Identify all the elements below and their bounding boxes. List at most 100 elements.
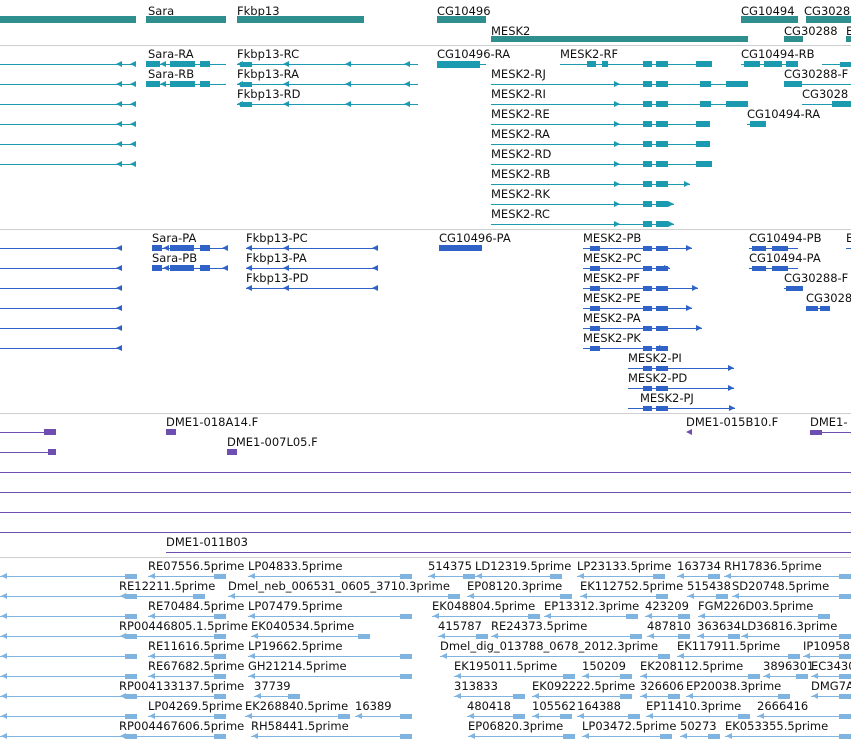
- exon-block[interactable]: [227, 449, 237, 455]
- feature-label[interactable]: RE07556.5prime: [148, 559, 245, 573]
- feature-label[interactable]: EP20038.3prime: [686, 679, 782, 693]
- feature-line[interactable]: [724, 576, 851, 577]
- exon-block[interactable]: [590, 246, 600, 251]
- feature-label[interactable]: FGM226D03.5prime: [698, 599, 814, 613]
- feature-line[interactable]: [757, 716, 851, 717]
- feature-label[interactable]: 515438: [687, 579, 731, 593]
- feature-line[interactable]: [246, 288, 378, 289]
- exon-block[interactable]: [839, 714, 851, 719]
- feature-line[interactable]: [248, 656, 412, 657]
- feature-line[interactable]: [148, 716, 226, 717]
- exon-block[interactable]: [125, 674, 137, 679]
- feature-label[interactable]: MESK2-PJ: [640, 391, 694, 405]
- exon-block[interactable]: [643, 161, 652, 167]
- exon-block[interactable]: [750, 121, 766, 127]
- exon-block[interactable]: [528, 614, 540, 619]
- exon-block[interactable]: [786, 286, 803, 291]
- feature-line[interactable]: [583, 248, 692, 249]
- exon-block[interactable]: [696, 61, 712, 67]
- exon-block[interactable]: [240, 62, 252, 67]
- feature-label[interactable]: CG10496-RA: [437, 47, 511, 61]
- feature-line[interactable]: [628, 408, 735, 409]
- exon-block[interactable]: [772, 246, 788, 251]
- feature-line[interactable]: [640, 696, 680, 697]
- feature-line[interactable]: [355, 716, 412, 717]
- feature-line[interactable]: [802, 104, 851, 105]
- feature-line[interactable]: [628, 388, 734, 389]
- exon-block[interactable]: [643, 286, 652, 291]
- feature-line[interactable]: [0, 308, 122, 309]
- exon-block[interactable]: [170, 81, 195, 87]
- exon-block[interactable]: [590, 286, 600, 291]
- feature-line[interactable]: [580, 596, 668, 597]
- feature-line[interactable]: [237, 84, 418, 85]
- feature-line[interactable]: [228, 596, 460, 597]
- exon-block[interactable]: [738, 714, 750, 719]
- exon-block[interactable]: [656, 221, 668, 227]
- feature-label[interactable]: LP23133.5prime: [577, 559, 672, 573]
- feature-line[interactable]: [251, 736, 412, 737]
- feature-line[interactable]: [0, 512, 851, 513]
- feature-label[interactable]: RE70484.5prime: [148, 599, 245, 613]
- feature-label[interactable]: DME1-007L05.F: [227, 435, 318, 449]
- feature-line[interactable]: [0, 696, 137, 697]
- feature-label[interactable]: 16389: [355, 699, 392, 713]
- feature-label[interactable]: EP13312.3prime: [544, 599, 640, 613]
- feature-line[interactable]: [432, 616, 540, 617]
- exon-block[interactable]: [656, 326, 668, 331]
- exon-block[interactable]: [200, 265, 210, 271]
- feature-label[interactable]: RH17836.5prime: [724, 559, 822, 573]
- exon-block[interactable]: [643, 406, 652, 411]
- exon-block[interactable]: [839, 574, 851, 579]
- feature-label[interactable]: MESK2-PE: [583, 291, 641, 305]
- feature-line[interactable]: [237, 104, 418, 105]
- feature-line[interactable]: [846, 248, 851, 249]
- feature-line[interactable]: [640, 676, 760, 677]
- feature-label[interactable]: 37739: [254, 679, 291, 693]
- feature-label[interactable]: 164388: [577, 699, 621, 713]
- feature-line[interactable]: [491, 124, 710, 125]
- exon-block[interactable]: [643, 306, 652, 311]
- feature-label[interactable]: MESK2-RA: [491, 127, 550, 141]
- exon-block[interactable]: [660, 734, 672, 739]
- feature-label[interactable]: Dmel_neb_006531_0605_3710.3prime: [228, 579, 450, 593]
- exon-block[interactable]: [772, 266, 788, 271]
- feature-line[interactable]: [0, 636, 137, 637]
- feature-label[interactable]: MESK2-PD: [628, 371, 688, 385]
- feature-label[interactable]: Fkbp13-PA: [246, 251, 307, 265]
- exon-block[interactable]: [560, 594, 572, 599]
- exon-block[interactable]: [744, 61, 760, 67]
- feature-label[interactable]: LP07479.5prime: [248, 599, 343, 613]
- feature-line[interactable]: [544, 616, 638, 617]
- feature-line[interactable]: [0, 164, 136, 165]
- feature-line[interactable]: [577, 576, 665, 577]
- feature-line[interactable]: [803, 656, 851, 657]
- exon-block[interactable]: [476, 634, 488, 639]
- exon-block[interactable]: [656, 406, 668, 411]
- exon-block[interactable]: [846, 36, 851, 42]
- feature-label[interactable]: DME1-015B10.F: [686, 415, 779, 429]
- exon-block[interactable]: [166, 429, 176, 435]
- exon-block[interactable]: [656, 101, 668, 107]
- exon-block[interactable]: [708, 574, 720, 579]
- exon-block[interactable]: [643, 246, 652, 251]
- feature-label[interactable]: EK040534.5prime: [251, 619, 355, 633]
- exon-block[interactable]: [563, 734, 575, 739]
- feature-line[interactable]: [0, 104, 136, 105]
- exon-block[interactable]: [839, 594, 851, 599]
- exon-block[interactable]: [658, 654, 670, 659]
- feature-label[interactable]: MESK2-RJ: [491, 67, 546, 81]
- feature-label[interactable]: CG10494-PA: [749, 251, 821, 265]
- feature-label[interactable]: EK092222.5prime: [532, 679, 636, 693]
- exon-block[interactable]: [563, 674, 575, 679]
- feature-label[interactable]: 363634: [697, 619, 741, 633]
- exon-block[interactable]: [200, 245, 210, 251]
- exon-block[interactable]: [513, 714, 525, 719]
- feature-label[interactable]: IP10958: [803, 639, 850, 653]
- feature-line[interactable]: [725, 736, 851, 737]
- feature-label[interactable]: EC3430: [811, 659, 851, 673]
- feature-line[interactable]: [0, 532, 851, 533]
- feature-line[interactable]: [0, 472, 851, 473]
- feature-label[interactable]: CG30288-F: [784, 271, 849, 285]
- feature-label[interactable]: 423209: [645, 599, 689, 613]
